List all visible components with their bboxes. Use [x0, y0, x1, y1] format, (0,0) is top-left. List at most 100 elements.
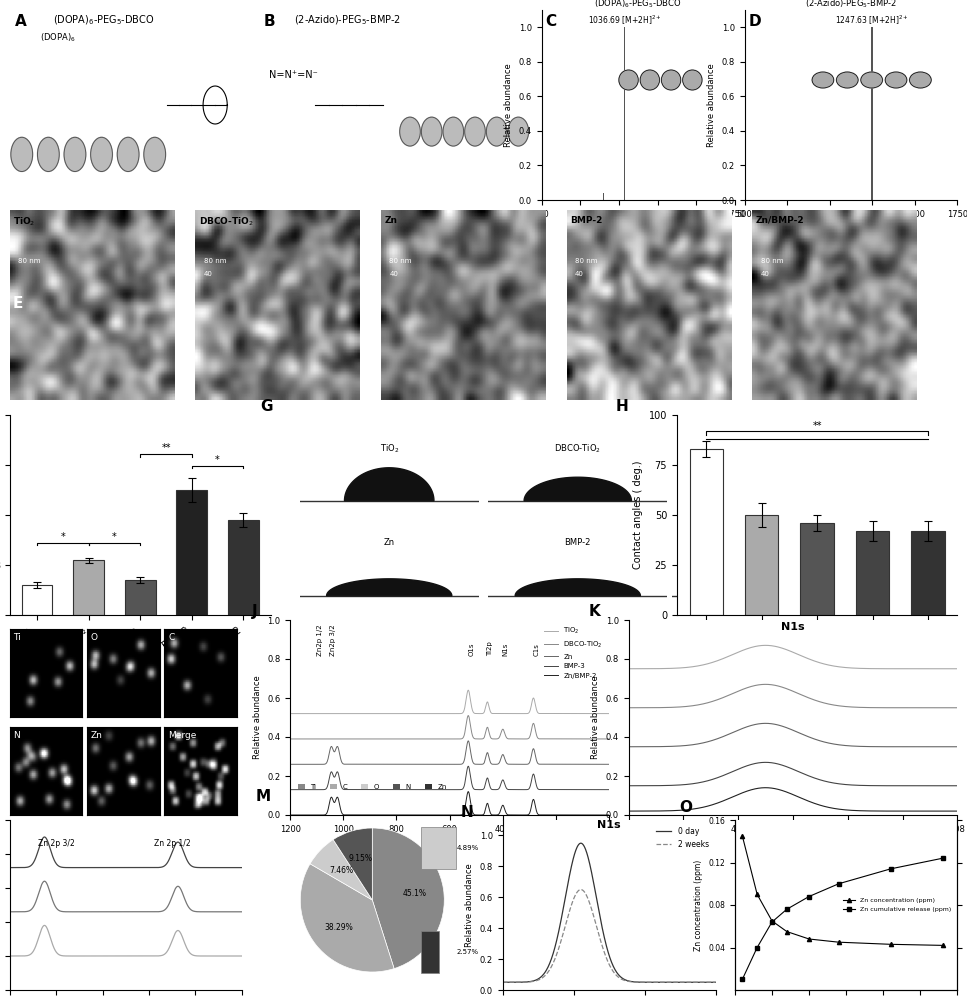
Text: O: O [679, 799, 692, 814]
Zn [603, 758, 615, 770]
TiO$_2$ [456, 707, 468, 719]
Zn concentration (ppm) [833, 936, 844, 948]
BMP-3 [293, 784, 305, 796]
Zn concentration (ppm) [781, 926, 793, 938]
0 day [705, 976, 717, 988]
Text: M: M [255, 789, 271, 804]
TiO$_2$ [294, 708, 306, 720]
Text: 38.29%: 38.29% [324, 923, 353, 932]
Text: 80 nm: 80 nm [761, 258, 783, 264]
Circle shape [836, 72, 858, 88]
Text: K: K [589, 604, 601, 619]
Zn/BMP-2 [294, 809, 306, 821]
Zn cumulative release (ppm) [833, 878, 844, 890]
Circle shape [443, 117, 463, 146]
Text: 40: 40 [761, 271, 770, 277]
Polygon shape [344, 468, 434, 501]
Line: Zn concentration (ppm): Zn concentration (ppm) [741, 834, 945, 947]
DBCO-TiO$_2$ [293, 733, 305, 745]
Zn cumulative release (ppm) [937, 852, 949, 864]
Text: Zn 2p 1/2: Zn 2p 1/2 [154, 838, 190, 847]
Text: 1247.63 [M+2H]$^{2+}$: 1247.63 [M+2H]$^{2+}$ [835, 14, 909, 27]
Text: DBCO-TiO$_2$: DBCO-TiO$_2$ [198, 216, 253, 228]
2 weeks [624, 976, 635, 988]
BMP-3 [603, 784, 615, 796]
X-axis label: m/z: m/z [630, 224, 647, 234]
Circle shape [117, 137, 139, 172]
Bar [73, 560, 104, 615]
Bar [421, 931, 439, 973]
Zn cumulative release (ppm) [781, 903, 793, 915]
Zn concentration (ppm) [737, 830, 748, 842]
Text: C: C [545, 14, 557, 29]
Text: G: G [261, 399, 274, 414]
Circle shape [683, 70, 702, 90]
Text: 80 nm: 80 nm [18, 258, 41, 264]
Text: **: ** [812, 421, 822, 431]
Line: BMP-3: BMP-3 [290, 766, 609, 790]
Text: 80 nm: 80 nm [389, 258, 412, 264]
Line: TiO$_2$: TiO$_2$ [290, 690, 609, 714]
Circle shape [885, 72, 907, 88]
Wedge shape [310, 840, 372, 900]
Zn [448, 758, 459, 770]
Line: 0 day: 0 day [503, 843, 716, 982]
0 day [599, 931, 610, 943]
X-axis label: m/z: m/z [842, 224, 860, 234]
Text: 40: 40 [204, 271, 213, 277]
Text: *: * [216, 455, 220, 465]
Bar [176, 490, 207, 615]
Text: 2.57%: 2.57% [457, 949, 479, 955]
Text: Ti: Ti [14, 633, 21, 642]
Text: H: H [615, 399, 628, 414]
0 day [575, 837, 587, 849]
Bar [689, 449, 723, 615]
Text: Zn: Zn [384, 216, 397, 225]
Circle shape [861, 72, 883, 88]
Wedge shape [334, 828, 372, 900]
Zn cumulative release (ppm) [804, 890, 815, 902]
Text: J: J [251, 604, 257, 619]
Text: 45.1%: 45.1% [403, 889, 427, 898]
DBCO-TiO$_2$ [284, 733, 296, 745]
Line: Zn: Zn [290, 741, 609, 764]
Text: 7.46%: 7.46% [329, 866, 353, 875]
0 day [600, 937, 611, 949]
BMP-3 [352, 784, 364, 796]
2 weeks [600, 950, 611, 962]
Zn [294, 758, 306, 770]
Circle shape [619, 70, 638, 90]
Zn [462, 735, 474, 747]
Text: Zn: Zn [91, 731, 103, 740]
BMP-3 [456, 783, 468, 795]
Line: DBCO-TiO$_2$: DBCO-TiO$_2$ [290, 716, 609, 739]
Circle shape [144, 137, 165, 172]
Text: Merge: Merge [168, 731, 196, 740]
Polygon shape [327, 579, 452, 596]
BMP-3 [587, 784, 599, 796]
BMP-3 [294, 784, 306, 796]
Text: 80 nm: 80 nm [204, 258, 226, 264]
0 day [672, 976, 684, 988]
0 day [624, 975, 635, 987]
Zn concentration (ppm) [885, 938, 896, 950]
Polygon shape [515, 579, 640, 596]
DBCO-TiO$_2$ [587, 733, 599, 745]
2 weeks [710, 976, 721, 988]
0 day [497, 976, 509, 988]
TiO$_2$ [587, 708, 599, 720]
Circle shape [910, 72, 931, 88]
Text: O1s: O1s [468, 643, 474, 656]
Text: N: N [14, 731, 20, 740]
Text: B: B [264, 14, 276, 29]
Text: Zn 2p 3/2: Zn 2p 3/2 [38, 838, 74, 847]
Zn concentration (ppm) [766, 915, 777, 927]
0 day [612, 969, 624, 981]
TiO$_2$ [352, 708, 364, 720]
Text: 40: 40 [575, 271, 584, 277]
DBCO-TiO$_2$ [462, 710, 474, 722]
Text: (DOPA)$_6$-PEG$_5$-DBCO: (DOPA)$_6$-PEG$_5$-DBCO [595, 0, 682, 10]
Text: Zn: Zn [384, 538, 395, 547]
Text: BMP-2: BMP-2 [570, 216, 602, 225]
Zn [456, 758, 468, 770]
